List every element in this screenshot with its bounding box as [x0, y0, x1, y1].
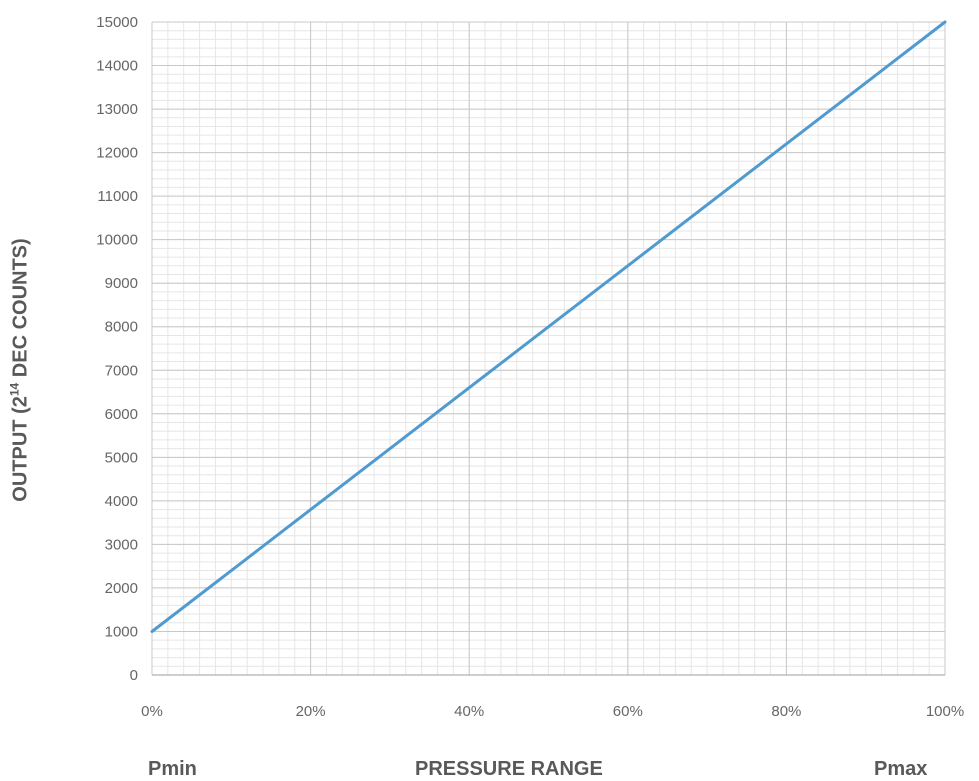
- y-tick-label: 4000: [105, 493, 138, 510]
- y-tick-label: 14000: [96, 58, 138, 75]
- y-tick-label: 5000: [105, 449, 138, 466]
- y-axis-title: OUTPUT (214 DEC COUNTS): [0, 0, 40, 781]
- y-tick-label: 1000: [105, 623, 138, 640]
- y-tick-label: 12000: [96, 145, 138, 162]
- x-axis-title: PRESSURE RANGE: [415, 758, 603, 780]
- y-tick-label: 9000: [105, 275, 138, 292]
- y-tick-label: 6000: [105, 406, 138, 423]
- x-tick-label: 100%: [926, 703, 964, 720]
- y-axis-title-exponent: 14: [7, 382, 22, 397]
- x-tick-label: 60%: [613, 703, 643, 720]
- y-tick-label: 7000: [105, 362, 138, 379]
- y-tick-label: 13000: [96, 101, 138, 118]
- y-tick-label: 8000: [105, 319, 138, 336]
- y-axis-title-prefix: OUTPUT (2: [9, 396, 32, 502]
- y-tick-label: 11000: [97, 188, 138, 205]
- y-tick-label: 2000: [105, 580, 138, 597]
- series-line: [150, 20, 947, 633]
- pmin-label: Pmin: [148, 758, 197, 780]
- x-tick-label: 80%: [771, 703, 801, 720]
- y-axis-title-suffix: DEC COUNTS): [9, 238, 32, 383]
- y-tick-label: 3000: [105, 536, 138, 553]
- x-tick-label: 20%: [296, 703, 326, 720]
- y-tick-label: 10000: [96, 232, 138, 249]
- x-axis-ticks: 0% 20% 40% 60% 80% 100%: [141, 703, 964, 720]
- series: [150, 20, 947, 633]
- y-tick-label: 0: [130, 667, 138, 684]
- x-tick-label: 40%: [454, 703, 484, 720]
- y-tick-label: 15000: [96, 14, 138, 31]
- x-tick-label: 0%: [141, 703, 163, 720]
- y-axis-ticks: 0 1000 2000 3000 4000 5000 6000 7000 8000 9000 100…: [96, 14, 138, 684]
- grid: [151, 21, 946, 676]
- pmax-label: Pmax: [874, 758, 928, 780]
